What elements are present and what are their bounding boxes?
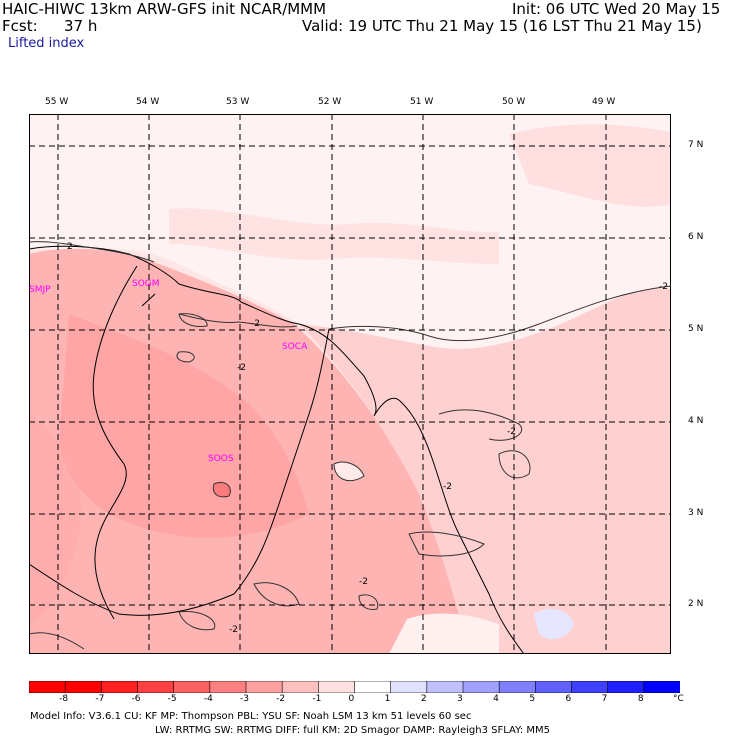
contour-label: -2 [507,427,516,437]
colorbar-swatch [318,681,356,693]
field-name: Lifted index [8,36,85,51]
valid-time: Valid: 19 UTC Thu 21 May 15 (16 LST Thu … [302,17,702,35]
colorbar-tick-label: -6 [131,694,141,704]
contour-label: -2 [443,482,452,492]
contour-minus2-inland [408,531,485,557]
lon-label-54w: 54 W [136,97,160,107]
positive-patch [534,608,574,640]
land-core [59,314,309,538]
colorbar-swatch [571,681,609,693]
colorbar-tick-label: 6 [565,694,572,704]
colorbar-swatch [209,681,247,693]
eastern-field [299,288,671,654]
contour-closed-5 [253,582,300,607]
colorbar-tick-label: 8 [637,694,644,704]
coastline [29,245,525,654]
ocean-patch [509,124,671,207]
lat-label-7n: 7 N [688,140,704,150]
contour-minus2-east [328,285,671,342]
lat-label-6n: 6 N [688,232,704,242]
forecast-hour: 37 h [64,17,98,35]
lon-label-49w: 49 W [592,97,616,107]
border-french-guiana [233,328,330,595]
station-soos: SOOS [208,454,234,464]
colorbar-tick-label: -4 [203,694,213,704]
colorbar-tick-label: -8 [59,694,69,704]
colorbar-tick-label: 4 [493,694,499,704]
colorbar-swatch [426,681,464,693]
colorbar-tick-label: 3 [457,694,463,704]
contour-minus2-coast [178,313,298,328]
contour-label: -2 [659,282,668,292]
colorbar-tick-label: -7 [95,694,105,704]
colorbar-swatch [354,681,392,693]
colorbar-swatch [137,681,175,693]
station-smjp: SMJP [29,285,51,295]
contour-closed-3 [176,351,195,363]
colorbar-swatch [245,681,283,693]
colorbar-swatch [498,681,537,693]
colorbar-swatch [643,681,680,693]
lon-label-51w: 51 W [410,97,434,107]
land-west [29,414,81,624]
contour-closed-2 [212,481,231,498]
colorbar-swatch [462,681,500,693]
colorbar-swatch [281,681,320,693]
colorbar-tick-label: 2 [420,694,427,704]
colorbar-tick-label: 0 [348,694,355,704]
colorbar-swatch [101,681,139,693]
colorbar-tick-label: -1 [312,694,322,704]
contour-closed-4 [178,313,208,327]
contour-label: -2 [237,363,246,373]
colorbar-tick-label: 5 [529,694,536,704]
colorbar-tick-label: 7 [601,694,608,704]
contour-label: -2 [251,319,260,329]
colorbar-swatch [607,681,645,693]
contour-2-north [29,241,155,263]
border-suriname-west [92,265,138,620]
lon-label-55w: 55 W [45,97,69,107]
colorbar-swatch [64,681,103,693]
colorbar-unit: °C [673,694,684,704]
init-time: Init: 06 UTC Wed 20 May 15 [512,0,721,18]
border-south [29,563,235,616]
colorbar-tick-label: -3 [240,694,249,704]
model-info-line1: Model Info: V3.6.1 CU: KF MP: Thompson P… [30,711,472,722]
contour-closed-7 [358,594,379,610]
contour-closed-1 [333,461,365,482]
contour-label: -2 [359,577,368,587]
contour-closed-6 [178,610,216,631]
latlon-grid [29,114,671,654]
lat-label-2n: 2 N [688,599,704,609]
map-panel: 2 -2 -2 -2 -2 -2 -2 -2 SMJP SOGM SOCA SO… [29,114,671,654]
contour-minus2-ring [498,450,531,479]
colorbar-swatch [29,681,66,693]
ocean-band [169,208,499,264]
lon-label-52w: 52 W [318,97,342,107]
light-patch [389,613,499,654]
model-info-line2: LW: RRTMG SW: RRTMG DIFF: full KM: 2D Sm… [155,725,551,736]
colorbar-swatch [535,681,573,693]
colorbar-tick-label: -5 [167,694,177,704]
station-sogm: SOGM [132,279,160,289]
lon-label-50w: 50 W [502,97,526,107]
colorbar-tick-label: -2 [276,694,286,704]
colorbar-swatch [390,681,428,693]
forecast-label: Fcst: [2,17,38,35]
map-frame [29,114,671,654]
lat-label-5n: 5 N [688,324,704,334]
colorbar-swatch [173,681,211,693]
contour-minus2-bay [438,409,522,441]
colorbar [29,681,680,693]
lon-label-53w: 53 W [226,97,250,107]
contour-label: 2 [67,242,73,252]
colorbar-tick-label: 1 [384,694,391,704]
station-soca: SOCA [282,342,308,352]
lat-label-3n: 3 N [688,508,704,518]
lat-label-4n: 4 N [688,416,704,426]
contour-label: -2 [229,625,238,635]
model-title: HAIC-HIWC 13km ARW-GFS init NCAR/MMM [2,0,327,18]
